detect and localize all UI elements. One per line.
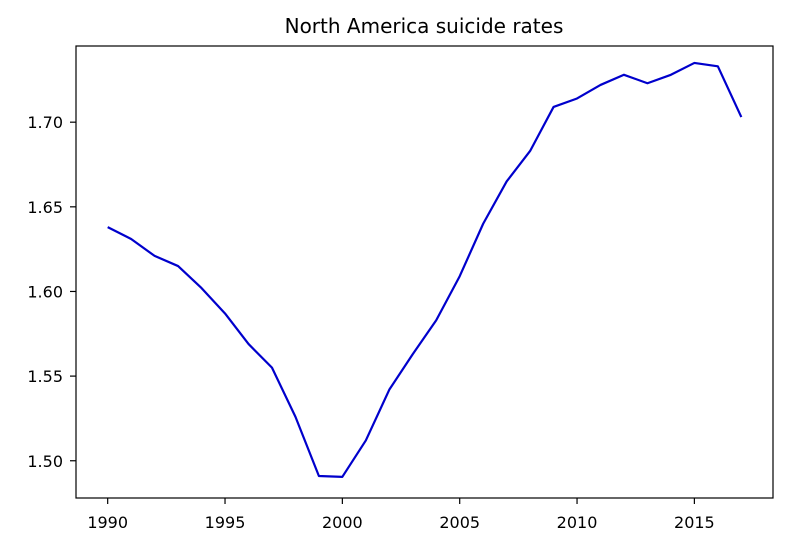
x-axis: 1990 1995 2000 2005 2010 2015 — [87, 498, 715, 532]
x-tick-label: 2015 — [674, 513, 715, 532]
y-tick-label: 1.50 — [27, 452, 63, 471]
y-tick-label: 1.65 — [27, 198, 63, 217]
chart-title: North America suicide rates — [285, 14, 564, 38]
x-tick-label: 1995 — [205, 513, 246, 532]
plot-area — [107, 61, 743, 478]
y-tick-label: 1.55 — [27, 367, 63, 386]
series-line-0 — [107, 61, 743, 478]
x-tick-label: 2005 — [439, 513, 480, 532]
y-tick-label: 1.70 — [27, 113, 63, 132]
x-tick-label: 1990 — [87, 513, 128, 532]
x-tick-label: 2000 — [322, 513, 363, 532]
y-axis: 1.50 1.55 1.60 1.65 1.70 — [27, 113, 76, 471]
y-tick-label: 1.60 — [27, 282, 63, 301]
x-tick-label: 2010 — [557, 513, 598, 532]
axes-frame — [75, 45, 774, 499]
